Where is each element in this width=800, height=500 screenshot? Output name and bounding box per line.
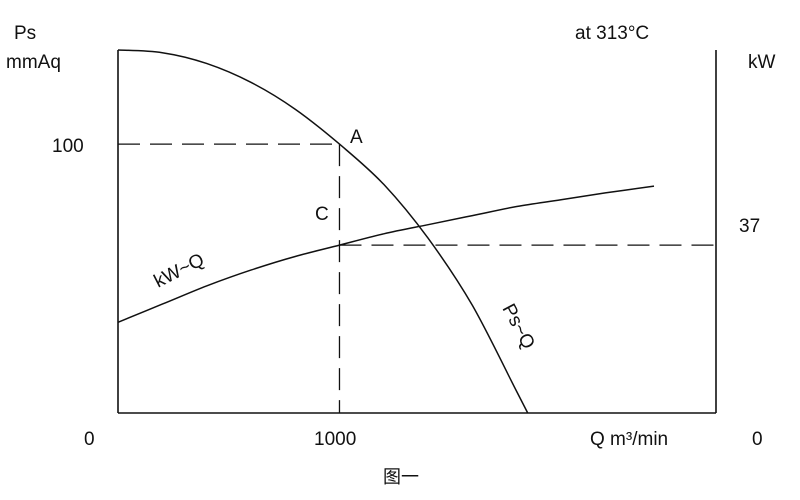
curves [117, 49, 655, 414]
left-axis-label-ps: Ps [14, 23, 36, 44]
series-label-ps-q: Ps~Q [498, 300, 539, 352]
series-line-ps-q [117, 49, 529, 414]
point-label-c: C [315, 204, 329, 225]
axes-frame [117, 50, 717, 414]
series-label-kw-q: kW~Q [151, 250, 208, 293]
origin-left-label: 0 [84, 429, 95, 450]
point-label-a: A [350, 127, 363, 148]
series-line-kw-q [117, 185, 655, 323]
x-tick-label-1000: 1000 [314, 429, 356, 450]
condition-label: at 313°C [575, 23, 649, 44]
guide-lines [118, 143, 716, 413]
right-axis-label: kW [748, 52, 776, 73]
right-tick-label-37: 37 [739, 216, 760, 237]
left-axis-label-unit: mmAq [6, 52, 61, 73]
left-tick-label-100: 100 [52, 136, 84, 157]
x-axis-label: Q m³/min [590, 429, 668, 450]
origin-right-label: 0 [752, 429, 763, 450]
figure-caption: 图一 [383, 467, 419, 488]
